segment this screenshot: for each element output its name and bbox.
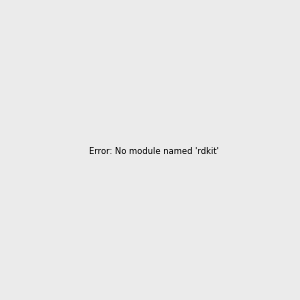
Text: Error: No module named 'rdkit': Error: No module named 'rdkit' (89, 147, 219, 156)
